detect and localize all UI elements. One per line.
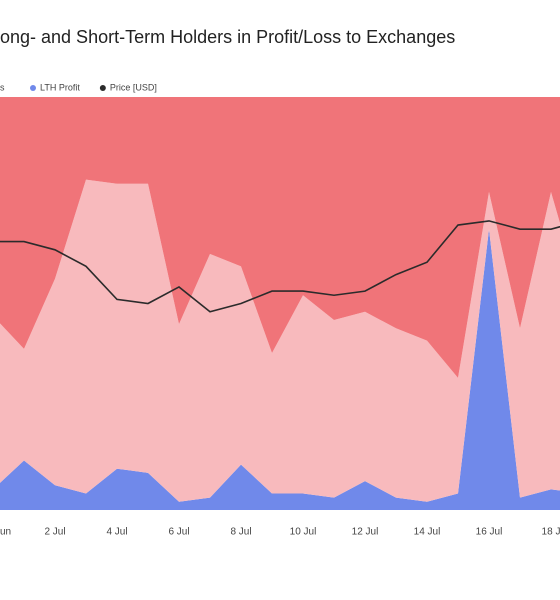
area <box>0 179 560 502</box>
legend-marker <box>30 85 36 91</box>
x-tick-label: 6 Jul <box>168 527 189 538</box>
x-tick-label: 2 Jul <box>44 527 65 538</box>
legend-label: s <box>0 82 5 92</box>
x-tick-label: 4 Jul <box>106 527 127 538</box>
price-line <box>0 220 560 313</box>
legend-marker <box>99 85 106 91</box>
x-tick-label: 10 Jul <box>290 527 317 538</box>
x-tick-label: 16 Jul <box>476 527 503 538</box>
x-tick-label: un <box>0 527 11 538</box>
area <box>0 229 560 510</box>
x-tick-label: 14 Jul <box>414 527 441 538</box>
legend-label: LTH Profit <box>40 82 80 92</box>
chart-title: ong- and Short-Term Holders in Profit/Lo… <box>0 27 455 47</box>
x-tick-label: 12 Jul <box>352 527 379 538</box>
plot-area: un 2 Jul 4 Jul 6 Jul 8 Jul 10 Jul 12 Jul 14 Jul… <box>0 97 560 538</box>
area <box>0 97 560 378</box>
legend: LTH Profit Price [USD] <box>30 82 157 92</box>
x-tick-label: 18 J <box>542 527 560 538</box>
legend-label: Price [USD] <box>110 82 157 92</box>
x-tick-label: 8 Jul <box>230 527 251 538</box>
